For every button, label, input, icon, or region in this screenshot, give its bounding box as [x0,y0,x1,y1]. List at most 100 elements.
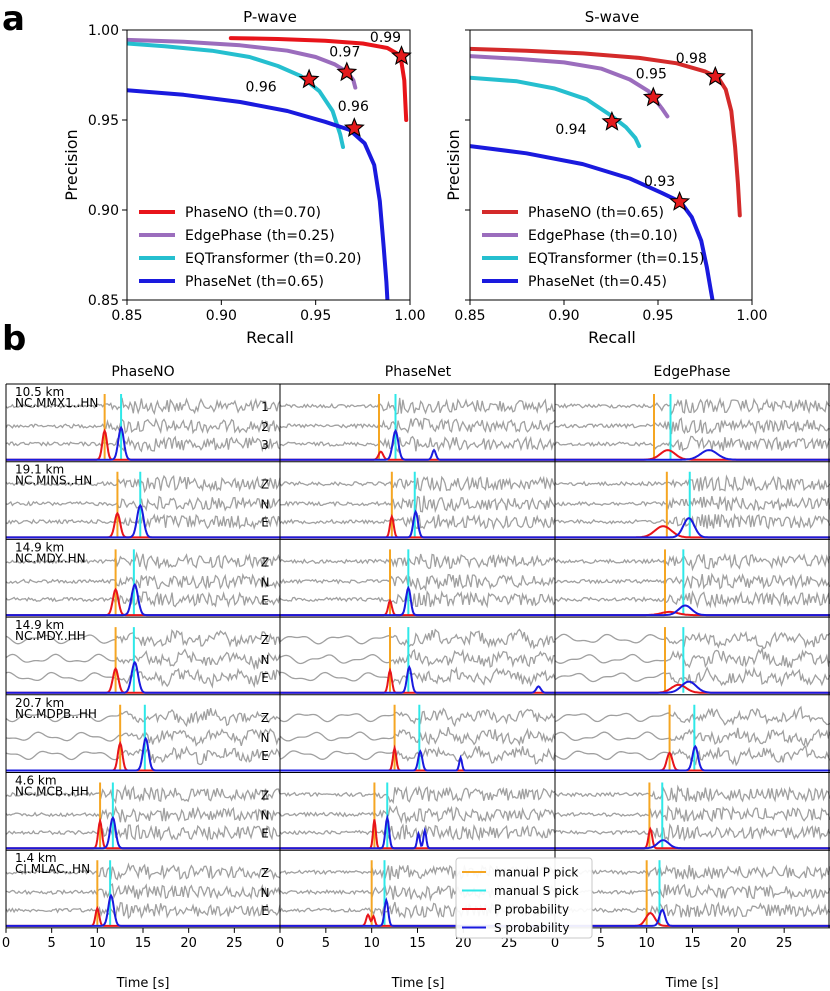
channel-label: Z [261,711,269,725]
waveform-trace [554,666,830,688]
legend-entry: manual P pick [494,866,578,880]
x-tick-label: 0.90 [206,308,237,324]
waveform-trace [5,551,281,572]
waveform-trace [279,397,556,415]
waveform-trace [279,435,556,454]
panel-a-label: a [2,0,25,39]
channel-label: E [261,749,269,763]
time-tick-label: 0 [551,936,559,951]
channel-label: Z [261,866,269,880]
col-title-edgephase: EdgePhase [653,364,730,380]
best-f1-star-icon [336,61,358,82]
col-title-phasenet: PhaseNet [385,364,452,380]
b-xlabel-2: Time [s] [391,976,445,991]
panel-edgephase [554,782,830,850]
s-probability-line [555,744,830,772]
waveform-trace [279,573,556,592]
best-f1-label: 0.96 [338,99,369,115]
best-f1-label: 0.98 [676,51,707,67]
channel-label: N [261,498,270,512]
best-f1-star-icon [669,190,691,211]
best-f1-star-icon [601,110,623,131]
x-tick-label: 1.00 [736,308,767,324]
waveform-trace [554,630,830,650]
epicentral-distance: 4.6 km [15,774,57,788]
waveform-trace [5,435,281,453]
channel-label: 1 [261,400,269,414]
time-tick-label: 25 [501,936,518,951]
waveform-trace [5,824,281,842]
waveform-trace [5,495,281,512]
epicentral-distance: 20.7 km [15,696,64,710]
waveform-trace [279,745,556,765]
s-probability-line [555,517,830,539]
waveform-trace [5,727,281,747]
waveform-trace [5,902,281,920]
pr-curve-1 [470,46,742,218]
chart2-xlabel: Recall [588,328,636,347]
s-probability-line [555,908,830,927]
time-tick-label: 0 [276,936,284,951]
station-name: NC.MDY..HN [15,551,86,565]
time-tick-label: 15 [135,936,152,951]
waveform-trace [554,727,830,748]
waveform-trace [279,648,556,668]
epicentral-distance: 14.9 km [15,618,64,632]
best-f1-label: 0.99 [370,30,401,46]
plot-frame [469,29,753,301]
x-tick-label: 0.85 [454,308,485,324]
best-f1-label: 0.95 [636,67,667,83]
waveform-trace [5,629,281,648]
channel-label: Z [261,478,269,492]
time-tick-label: 25 [776,936,793,951]
s-probability-line [280,664,555,694]
waveform-trace [554,823,830,842]
waveform-trace [555,397,830,416]
waveform-trace [554,474,830,492]
waveform-trace [554,417,830,435]
waveform-trace [554,495,830,512]
pr-curve-4 [127,88,390,300]
waveform-trace [5,862,281,881]
best-f1-label: 0.96 [246,80,277,96]
x-tick-label: 0.85 [111,308,142,324]
s-probability-line [6,736,280,772]
best-f1-star-icon [391,45,412,65]
panel-phasenet [279,627,556,694]
waveform-trace [5,474,281,494]
waveform-trace [554,512,830,531]
waveform-trace [554,883,830,900]
pr-curve-1 [228,36,409,122]
chart1-ylabel: Precision [62,129,81,200]
channel-label: E [261,827,269,841]
time-tick-label: 0 [2,936,10,951]
waveform-legend: manual P pick manual S pick P probability S… [455,857,593,939]
plot-frame [126,29,411,301]
panel-phasenet [279,782,556,850]
waveform-trace [279,417,556,434]
waveform-trace [5,707,281,728]
s-probability-line [6,660,280,694]
y-tick-label: 1.00 [88,23,119,39]
channel-label: Z [261,555,269,569]
chart1-xlabel: Recall [246,328,294,347]
epicentral-distance: 1.4 km [15,851,57,865]
s-probability-line [555,680,830,694]
channel-label: N [261,731,270,745]
waveform-trace [279,628,556,650]
panel-phasenet [279,704,556,772]
waveform-trace [554,901,830,918]
pr-curve-3 [470,75,642,149]
time-tick-label: 5 [322,936,330,951]
legend-entry: PhaseNO (th=0.65) [528,205,664,221]
panel-phasenet [279,471,556,539]
station-name: NC.MDPB..HH [15,707,97,721]
waveform-trace [279,475,556,492]
best-f1-label: 0.94 [555,122,586,138]
